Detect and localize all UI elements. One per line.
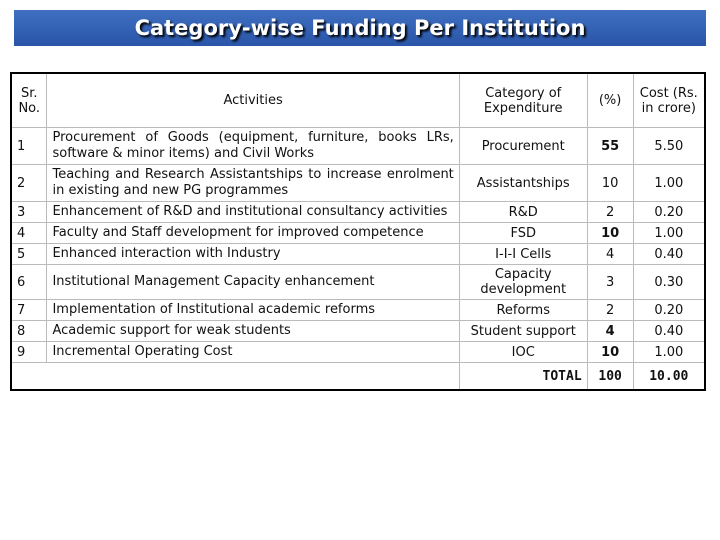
cell: Assistantships [458,164,588,202]
cell: 0.20 [632,201,706,223]
cell: 1.00 [632,164,706,202]
cell: Capacity development [458,264,588,300]
cell: 5 [10,243,48,265]
cell: Institutional Management Capacity enhanc… [46,264,460,300]
cell: 55 [586,127,634,165]
cell: 8 [10,320,48,342]
cell: 1 [10,127,48,165]
cell: 7 [10,299,48,321]
cell: 6 [10,264,48,300]
cell: Enhancement of R&D and institutional con… [46,201,460,223]
total-row: TOTAL 100 10.00 [11,362,706,391]
cell: Student support [458,320,588,342]
total-label: TOTAL [458,362,588,391]
table-row: 4 Faculty and Staff development for impro… [10,222,706,244]
column-header: Sr. No. [10,72,48,128]
table-row: 5 Enhanced interaction with Industry I-I-I… [10,243,706,265]
cell: 1.00 [632,341,706,363]
column-header: Category of Expenditure [458,72,588,128]
cell: 10 [586,341,634,363]
cell: 4 [586,243,634,265]
column-header: Activities [46,72,460,128]
cell: I-I-I Cells [458,243,588,265]
cell: Enhanced interaction with Industry [46,243,460,265]
total-cell: 10.00 [632,362,706,391]
cell: IOC [458,341,588,363]
cell: 5.50 [632,127,706,165]
cell: Incremental Operating Cost [46,341,460,363]
cell: 0.40 [632,243,706,265]
header-row: Sr. No. Activities Category of Expenditure… [10,72,706,128]
cell: Teaching and Research Assistantships to … [46,164,460,202]
cell: 10 [586,222,634,244]
table-row: 6 Institutional Management Capacity enhan… [10,264,706,300]
cell: 3 [10,201,48,223]
table-row: 1 Procurement of Goods (equipment, furnit… [10,127,706,165]
column-header: Cost (Rs. in crore) [632,72,706,128]
table-row: 8 Academic support for weak students Stude… [10,320,706,342]
cell: Procurement of Goods (equipment, furnitu… [46,127,460,165]
table-row: 2 Teaching and Research Assistantships to… [10,164,706,202]
cell: 0.40 [632,320,706,342]
table-row: 9 Incremental Operating Cost IOC 10 1.00 [10,341,706,363]
table-row: 3 Enhancement of R&D and institutional co… [10,201,706,223]
cell: 2 [586,201,634,223]
cell: 1.00 [632,222,706,244]
funding-table: Sr. No. Activities Category of Expenditure… [10,72,706,391]
cell: R&D [458,201,588,223]
cell: Reforms [458,299,588,321]
cell: 2 [586,299,634,321]
total-cell: 100 [586,362,634,391]
cell: Academic support for weak students [46,320,460,342]
cell: 10 [586,164,634,202]
cell: 4 [586,320,634,342]
cell: 0.30 [632,264,706,300]
table-body: 1 Procurement of Goods (equipment, furnit… [10,127,706,363]
cell: 4 [10,222,48,244]
cell: 2 [10,164,48,202]
cell: 3 [586,264,634,300]
cell: Faculty and Staff development for improv… [46,222,460,244]
blank [11,363,459,391]
table-row: 7 Implementation of Institutional academi… [10,299,706,321]
cell: 9 [10,341,48,363]
title: Category-wise Funding Per Institution [14,10,706,46]
cell: 0.20 [632,299,706,321]
cell: FSD [458,222,588,244]
cell: Implementation of Institutional academic… [46,299,460,321]
column-header: (%) [586,72,634,128]
cell: Procurement [458,127,588,165]
